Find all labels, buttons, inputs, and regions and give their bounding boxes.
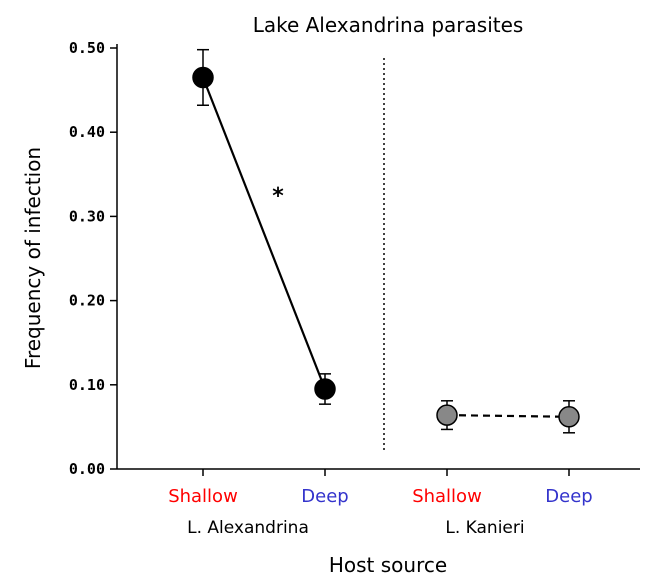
x-category-label: Deep [545, 486, 592, 507]
series-line [201, 77, 327, 390]
x-category-label: Deep [301, 486, 348, 507]
x-axis-label: Host source [329, 553, 447, 576]
x-category-label: Shallow [412, 486, 482, 507]
data-point [192, 66, 214, 89]
y-tick-label: 0.30 [69, 207, 105, 225]
data-marks: * [192, 48, 580, 450]
series-line [446, 414, 570, 418]
group-label: L. Alexandrina [187, 518, 309, 538]
y-axis-label: Frequency of infection [21, 147, 45, 369]
x-category-label: Shallow [168, 486, 238, 507]
y-tick-label: 0.20 [69, 292, 105, 310]
y-tick-label: 0.10 [69, 376, 105, 394]
data-point [436, 404, 458, 426]
data-point [314, 378, 336, 400]
y-tick-label: 0.50 [69, 39, 105, 57]
group-label: L. Kanieri [445, 518, 524, 538]
data-point [558, 406, 580, 428]
axes: 0.00 0.10 0.20 0.30 0.40 0.50 Shallow Deep Shall… [69, 39, 640, 538]
chart-title: Lake Alexandrina parasites [253, 13, 524, 37]
y-tick-label: 0.40 [69, 123, 105, 141]
y-tick-label: 0.00 [69, 460, 105, 478]
significance-marker: * [272, 184, 284, 209]
